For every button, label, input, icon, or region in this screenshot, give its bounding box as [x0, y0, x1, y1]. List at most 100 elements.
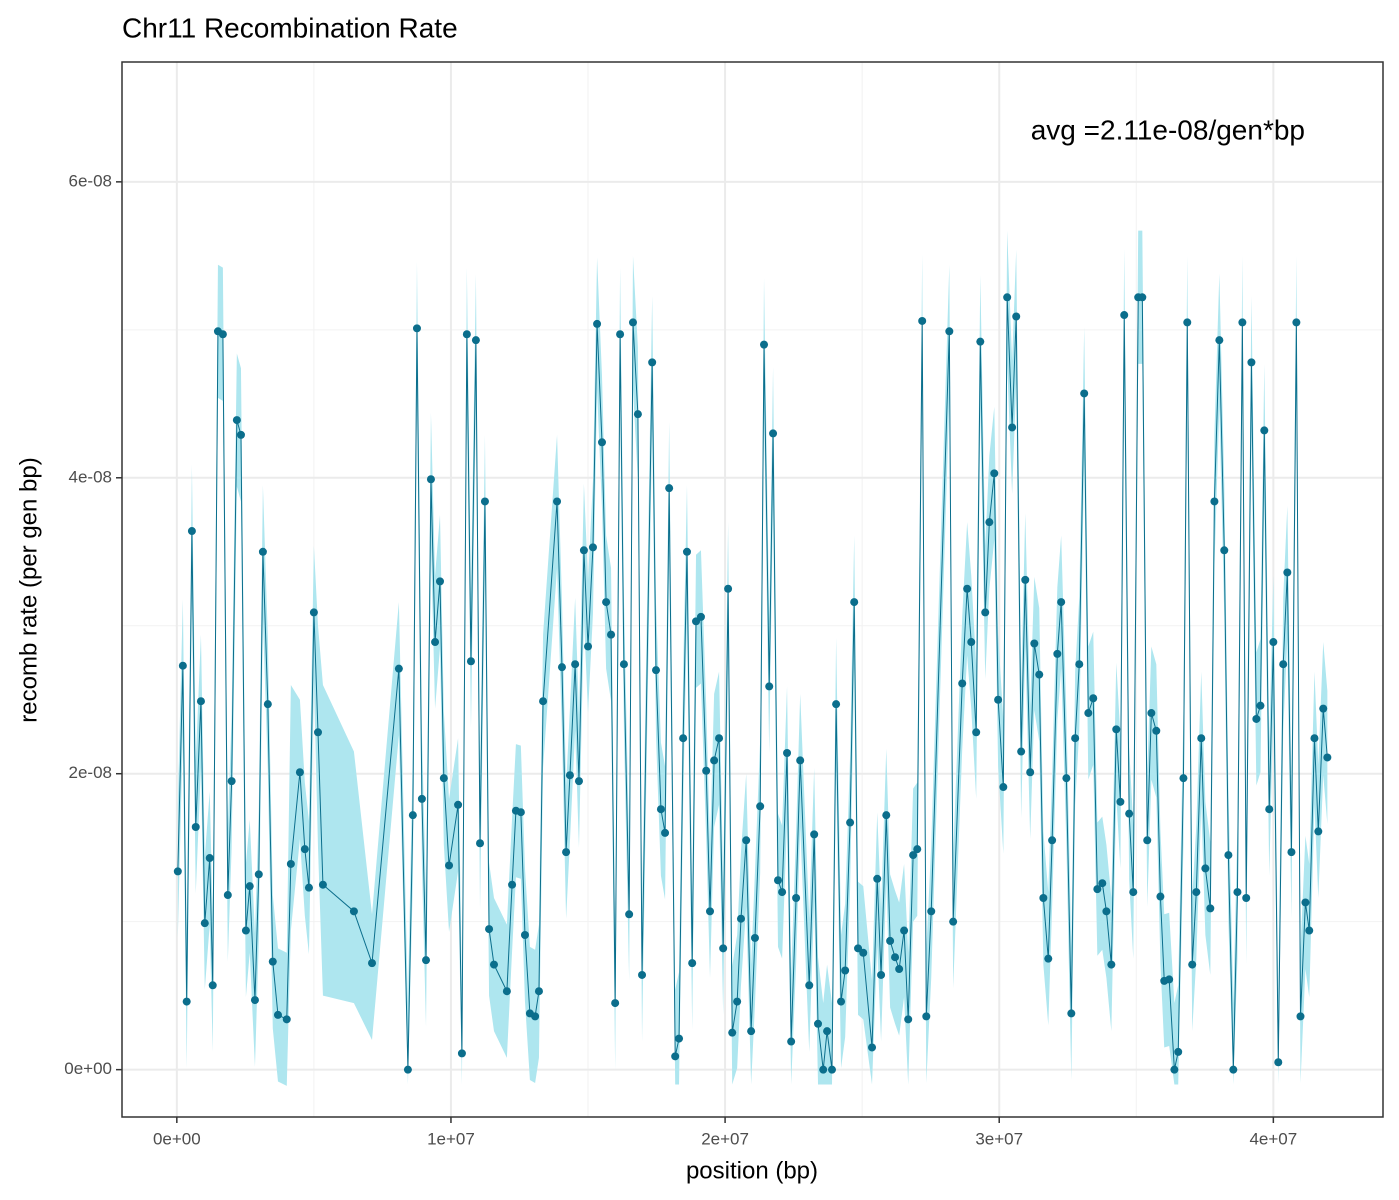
rate-point [619, 660, 628, 669]
x-tick-label: 4e+07 [1249, 1129, 1297, 1148]
rate-point [665, 484, 674, 493]
chart-title: Chr11 Recombination Rate [122, 12, 458, 43]
rate-point [625, 910, 634, 919]
rate-point [882, 811, 891, 820]
rate-point [173, 867, 182, 876]
rate-point [728, 1028, 737, 1037]
rate-point [810, 830, 819, 839]
rate-point [792, 894, 801, 903]
rate-point [1314, 827, 1323, 836]
rate-point [787, 1037, 796, 1046]
rate-point [688, 959, 697, 968]
rate-point [981, 608, 990, 617]
rate-point [778, 888, 787, 897]
annotation: avg =2.11e-08/gen*bp [1031, 114, 1305, 145]
rate-point [900, 926, 909, 935]
rate-point [466, 657, 475, 666]
rate-point [489, 960, 498, 969]
rate-point [1084, 709, 1093, 718]
rate-point [480, 497, 489, 506]
rate-point [963, 584, 972, 593]
rate-point [1310, 734, 1319, 743]
rate-point [1238, 318, 1247, 327]
rate-point [783, 749, 792, 758]
rate-point [1021, 575, 1030, 584]
rate-point [1301, 898, 1310, 907]
rate-point [868, 1043, 877, 1052]
rate-point [349, 907, 358, 916]
rate-point [850, 598, 859, 607]
rate-point [1075, 660, 1084, 669]
rate-point [765, 682, 774, 691]
y-tick-label: 0e+00 [64, 1059, 112, 1078]
rate-point [1269, 638, 1278, 647]
rate-point [773, 876, 782, 885]
rate-point [671, 1052, 680, 1061]
rate-point [236, 430, 245, 439]
rate-point [304, 883, 313, 892]
rate-point [1242, 894, 1251, 903]
rate-point [1252, 714, 1261, 723]
rate-point [1247, 358, 1256, 367]
rate-point [823, 1027, 832, 1036]
panel-border [121, 61, 1384, 1118]
x-axis-label: position (bp) [686, 1157, 818, 1184]
rate-point [918, 316, 927, 325]
rate-point [476, 839, 485, 848]
rate-point [471, 336, 480, 345]
rate-point [1260, 426, 1269, 435]
rate-point [742, 836, 751, 845]
rate-point [1143, 836, 1152, 845]
rate-point [602, 598, 611, 607]
rate-point [1098, 879, 1107, 888]
rate-point [431, 638, 440, 647]
rate-point [1229, 1065, 1238, 1074]
rate-point [539, 697, 548, 706]
rate-point [1147, 709, 1156, 718]
rate-point [710, 756, 719, 765]
rate-point [208, 981, 217, 990]
rate-point [985, 518, 994, 527]
rate-point [895, 965, 904, 974]
rate-point [760, 340, 769, 349]
rate-point [462, 330, 471, 339]
rate-point [945, 327, 954, 336]
rate-point [403, 1065, 412, 1074]
rate-point [1125, 809, 1134, 818]
rate-point [904, 1015, 913, 1024]
rate-point [408, 811, 417, 820]
rate-point [633, 410, 642, 419]
rate-point [611, 999, 620, 1008]
rate-point [1220, 546, 1229, 555]
rate-point [1188, 960, 1197, 969]
rate-point [485, 925, 494, 934]
y-tick-label: 6e-08 [69, 171, 112, 190]
rate-point [254, 870, 263, 879]
rate-point [300, 845, 309, 854]
rate-point [846, 818, 855, 827]
rate-point [534, 987, 543, 996]
rate-point [435, 577, 444, 586]
rate-point [565, 771, 574, 780]
x-tick-label: 3e+07 [975, 1129, 1023, 1148]
rate-point [268, 957, 277, 966]
rate-point [750, 933, 759, 942]
rate-point [827, 1065, 836, 1074]
rate-point [927, 907, 936, 916]
rate-point [1030, 639, 1039, 648]
rate-point [223, 891, 232, 900]
rate-point [769, 429, 778, 438]
rate-point [394, 664, 403, 673]
rate-point [1292, 318, 1301, 327]
rate-point [814, 1019, 823, 1028]
rate-point [1012, 312, 1021, 321]
rate-point [516, 808, 525, 817]
rate-point [368, 959, 377, 968]
rate-point [1089, 694, 1098, 703]
rate-point [922, 1012, 931, 1021]
rate-point [182, 997, 191, 1006]
rate-point [976, 337, 985, 346]
rate-point [1192, 888, 1201, 897]
rate-point [205, 854, 214, 863]
